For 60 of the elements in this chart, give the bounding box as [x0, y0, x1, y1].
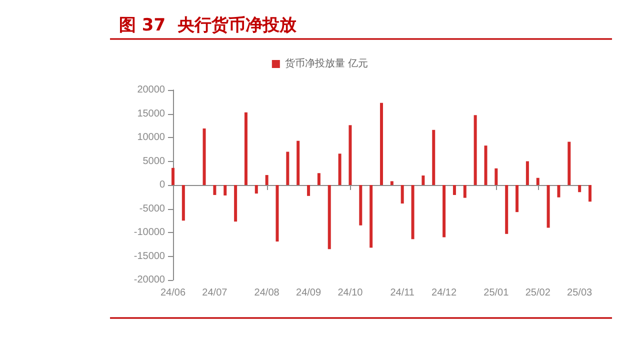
y-tick-label: -5000 — [139, 203, 166, 214]
bar — [452, 185, 456, 195]
x-tick-label: 24/12 — [432, 288, 457, 298]
y-tick-label: -20000 — [134, 274, 166, 286]
bar — [182, 185, 185, 221]
bar — [432, 130, 436, 185]
bar — [307, 185, 310, 196]
bar — [370, 185, 373, 248]
bar — [276, 185, 279, 242]
x-tick-label: 24/10 — [338, 288, 364, 298]
chart-title: 图 37 央行货币净投放 — [119, 16, 298, 36]
bar — [568, 142, 571, 185]
x-tick-label: 24/09 — [296, 288, 322, 298]
y-tick-label: 0 — [159, 180, 166, 190]
bar — [286, 152, 290, 185]
x-tick-label: 25/01 — [484, 288, 510, 298]
bar — [442, 185, 446, 238]
x-tick-label: 25/03 — [567, 288, 593, 298]
bar — [422, 176, 425, 185]
bar — [213, 185, 216, 195]
bar — [296, 140, 300, 185]
x-tick-label: 25/02 — [525, 288, 551, 298]
bar — [172, 168, 174, 185]
y-tick-label: 15000 — [137, 108, 166, 120]
y-tick-label: 20000 — [137, 84, 166, 96]
bar — [411, 185, 414, 240]
bar — [338, 154, 342, 185]
bar — [536, 178, 540, 185]
legend-label: 货币净投放量 亿元 — [284, 58, 368, 70]
bar — [505, 185, 508, 234]
y-tick-label: -15000 — [134, 250, 166, 262]
x-tick-label: 24/07 — [202, 288, 228, 298]
y-tick-label: 10000 — [137, 132, 166, 143]
bar — [328, 185, 331, 250]
bar — [516, 185, 519, 212]
x-tick-label: 24/06 — [160, 288, 186, 298]
bar — [202, 128, 206, 185]
bar — [557, 185, 560, 198]
bar — [494, 168, 498, 185]
bar — [484, 146, 488, 185]
bar — [380, 102, 383, 185]
bar — [400, 185, 404, 204]
bar — [254, 185, 258, 194]
bar — [348, 125, 352, 185]
bar — [390, 181, 394, 185]
bar — [463, 185, 466, 198]
bar — [474, 115, 477, 185]
bar — [526, 161, 529, 185]
x-tick-label: 24/11 — [390, 288, 415, 298]
x-tick-label: 24/08 — [254, 288, 280, 298]
bar — [317, 173, 320, 185]
bar — [359, 185, 362, 226]
y-tick-label: 5000 — [142, 156, 166, 167]
bar — [546, 185, 550, 228]
bar — [265, 175, 268, 185]
bar — [244, 112, 248, 185]
y-tick-label: -10000 — [134, 227, 166, 238]
bar — [224, 185, 227, 196]
bar — [234, 185, 238, 222]
bar — [588, 185, 592, 202]
